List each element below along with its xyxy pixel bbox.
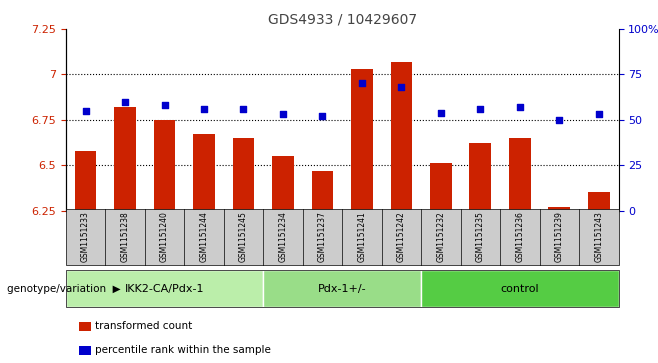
- Point: [436, 110, 446, 115]
- Text: GSM1151245: GSM1151245: [239, 211, 248, 262]
- Text: IKK2-CA/Pdx-1: IKK2-CA/Pdx-1: [125, 284, 204, 294]
- Title: GDS4933 / 10429607: GDS4933 / 10429607: [268, 12, 417, 26]
- Bar: [193, 134, 215, 211]
- Text: Pdx-1+/-: Pdx-1+/-: [318, 284, 367, 294]
- Text: GSM1151233: GSM1151233: [81, 211, 90, 262]
- Point: [80, 108, 91, 114]
- Text: GSM1151244: GSM1151244: [199, 211, 209, 262]
- Text: GSM1151237: GSM1151237: [318, 211, 327, 262]
- Point: [199, 106, 209, 112]
- Point: [238, 106, 249, 112]
- Point: [278, 111, 288, 117]
- Bar: [469, 143, 491, 211]
- Bar: [74, 151, 96, 211]
- Bar: [153, 120, 175, 211]
- Bar: [272, 156, 293, 211]
- Text: control: control: [501, 284, 539, 294]
- Bar: [233, 138, 254, 211]
- Text: GSM1151238: GSM1151238: [120, 212, 130, 262]
- Text: GSM1151241: GSM1151241: [357, 212, 367, 262]
- Text: genotype/variation  ▶: genotype/variation ▶: [7, 284, 120, 294]
- Point: [396, 84, 407, 90]
- Point: [357, 81, 367, 86]
- Point: [120, 99, 130, 105]
- Text: GSM1151235: GSM1151235: [476, 211, 485, 262]
- Bar: [390, 62, 412, 211]
- Point: [317, 113, 328, 119]
- Text: GSM1151240: GSM1151240: [160, 211, 169, 262]
- Point: [159, 102, 170, 108]
- Text: GSM1151243: GSM1151243: [594, 211, 603, 262]
- Bar: [312, 171, 333, 211]
- Text: percentile rank within the sample: percentile rank within the sample: [95, 345, 271, 355]
- Bar: [549, 207, 570, 211]
- Point: [515, 104, 525, 110]
- Text: GSM1151239: GSM1151239: [555, 211, 564, 262]
- Bar: [351, 69, 372, 211]
- Bar: [114, 107, 136, 211]
- Point: [594, 111, 604, 117]
- Text: GSM1151236: GSM1151236: [515, 211, 524, 262]
- Text: transformed count: transformed count: [95, 321, 193, 331]
- Text: GSM1151232: GSM1151232: [436, 212, 445, 262]
- Point: [475, 106, 486, 112]
- Bar: [509, 138, 530, 211]
- Point: [554, 117, 565, 123]
- Text: GSM1151234: GSM1151234: [278, 211, 288, 262]
- Bar: [588, 192, 609, 211]
- Bar: [430, 163, 451, 211]
- Text: GSM1151242: GSM1151242: [397, 212, 406, 262]
